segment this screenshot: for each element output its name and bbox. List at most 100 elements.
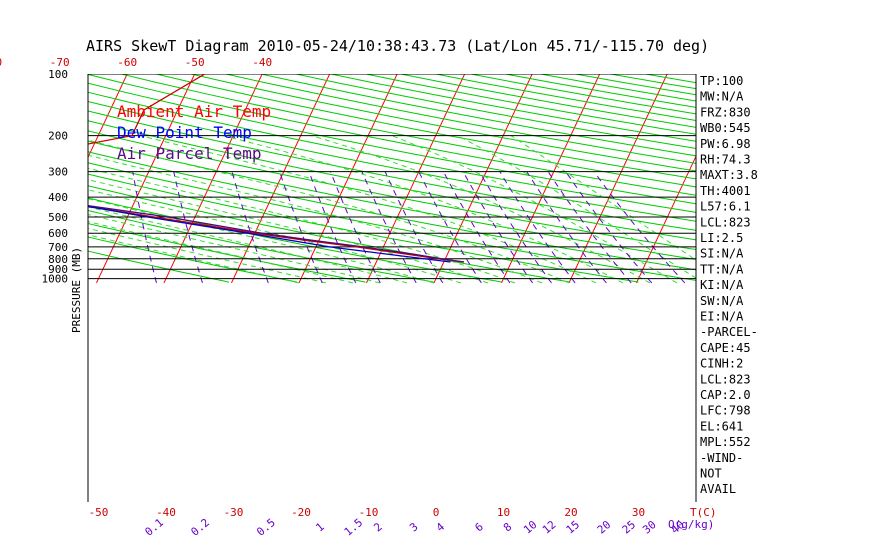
stability-item: SI:N/A <box>700 247 744 261</box>
pressure-tick-label: 300 <box>48 166 68 179</box>
dry-adiabat-line <box>88 130 696 251</box>
moist-adiabat-line <box>88 206 408 284</box>
mixing-ratio-line <box>593 171 686 284</box>
stability-item: PW:6.98 <box>700 137 751 151</box>
dry-adiabat-line <box>154 74 696 180</box>
moist-adiabat-line <box>88 213 381 284</box>
stability-item: EI:N/A <box>700 310 744 324</box>
moist-adiabat-line <box>88 221 354 284</box>
moist-adiabat-line <box>391 135 678 284</box>
stability-item: -WIND- <box>700 451 743 465</box>
stability-item: MAXT:3.8 <box>700 168 758 182</box>
stability-item: FRZ:830 <box>700 105 751 119</box>
bottom-temp-tick-label: 30 <box>632 506 645 519</box>
moist-adiabat-line <box>140 135 597 284</box>
moist-adiabat-line <box>88 167 516 284</box>
mixing-ratio-line <box>173 171 203 284</box>
stability-item: KI:N/A <box>700 278 744 292</box>
mixing-ratio-tick-label: 0.1 <box>142 516 166 539</box>
mixing-ratio-line <box>384 171 444 284</box>
series-line-air-parcel-temp <box>88 204 465 263</box>
moist-adiabat-line <box>88 227 327 284</box>
stability-item: EL:641 <box>700 419 743 433</box>
bottom-temp-tick-label: 0 <box>433 506 440 519</box>
stability-item: LCL:823 <box>700 372 751 386</box>
bottom-temp-tick-label: -10 <box>359 506 379 519</box>
mixing-ratio-tick-label: 1.5 <box>342 516 366 539</box>
mixing-ratio-tick-label: 15 <box>564 518 583 536</box>
bottom-temp-tick-label: -50 <box>89 506 109 519</box>
bottom-temp-tick-label: 20 <box>564 506 577 519</box>
stability-item: TT:N/A <box>700 262 744 276</box>
mixing-ratio-line <box>526 171 607 284</box>
dry-adiabat-line <box>188 74 696 172</box>
top-temp-tick-label: -40 <box>252 56 272 69</box>
mixing-ratio-line <box>231 171 269 284</box>
dry-adiabat-line <box>88 236 298 283</box>
dry-adiabat-line <box>88 151 696 271</box>
mixing-ratio-line <box>330 171 381 284</box>
series-line-dew-point-temp <box>88 205 451 263</box>
pressure-tick-label: 600 <box>48 227 68 240</box>
dry-adiabat-line <box>119 74 696 188</box>
moist-adiabat-line <box>88 154 543 284</box>
mixing-ratio-line <box>279 171 323 284</box>
stability-item: TH:4001 <box>700 184 751 198</box>
dry-adiabat-line <box>88 162 696 281</box>
moist-adiabat-line <box>222 135 624 284</box>
mixing-ratio-tick-label: 0.2 <box>188 516 212 539</box>
mixing-ratio-tick-label: 8 <box>501 520 514 534</box>
dry-adiabat-line <box>88 223 366 283</box>
moist-adiabat-line <box>457 135 696 279</box>
stability-item: TP:100 <box>700 74 743 88</box>
mixing-ratio-line <box>462 171 534 284</box>
mixing-ratio-tick-label: 0.5 <box>254 516 278 539</box>
stability-item: RH:74.3 <box>700 153 751 167</box>
mixing-ratio-tick-label: 12 <box>540 518 559 536</box>
x-axis-label: T(C) <box>690 506 717 519</box>
dry-adiabat-line <box>223 74 696 164</box>
top-temp-tick-label: -50 <box>185 56 205 69</box>
top-temp-tick-label: -70 <box>50 56 70 69</box>
mixing-ratio-tick-label: 20 <box>595 518 614 536</box>
series-line-ambient-air-temp <box>88 74 465 263</box>
mixing-ratio-line <box>361 171 417 284</box>
series-layer <box>88 74 465 263</box>
mixing-ratio-line <box>499 171 576 284</box>
stability-item: -PARCEL- <box>700 325 758 339</box>
pressure-tick-label: 500 <box>48 211 68 224</box>
legend-item: Air Parcel Temp <box>117 144 262 163</box>
dry-adiabat-line <box>88 120 696 241</box>
top-temp-tick-label: -80 <box>0 56 2 69</box>
mixing-ratio-tick-label: 10 <box>521 518 540 536</box>
stability-item: AVAIL <box>700 482 736 496</box>
pressure-tick-label: 100 <box>48 68 68 81</box>
mixing-ratio-tick-label: 4 <box>434 520 448 534</box>
stability-item: LFC:798 <box>700 404 751 418</box>
pressure-tick-label: 800 <box>48 253 68 266</box>
pressure-tick-label: 200 <box>48 130 68 143</box>
moist-adiabat-line <box>510 135 696 261</box>
stability-item: L57:6.1 <box>700 200 751 214</box>
stability-item: MPL:552 <box>700 435 751 449</box>
stability-item: CINH:2 <box>700 357 743 371</box>
pressure-tick-label: 900 <box>48 263 68 276</box>
bottom-temp-tick-label: 10 <box>497 506 510 519</box>
dry-adiabat-line <box>88 110 696 231</box>
stability-item: MW:N/A <box>700 90 744 104</box>
pressure-tick-label: 1000 <box>42 273 69 286</box>
mixing-ratio-line <box>418 171 482 284</box>
dry-adiabat-line <box>88 91 696 213</box>
mixing-ratio-tick-label: 2 <box>371 520 384 534</box>
mixing-ratio-line <box>547 171 632 284</box>
bottom-temp-tick-label: -40 <box>156 506 176 519</box>
pressure-tick-label: 400 <box>48 191 68 204</box>
mixing-ratio-line <box>132 171 157 284</box>
isotherm-line <box>88 74 128 159</box>
y-axis-label: PRESSURE (MB) <box>70 247 83 333</box>
top-temp-tick-label: -60 <box>117 56 137 69</box>
bottom-temp-tick-label: -30 <box>224 506 244 519</box>
tick-layer: 1002003004005006007008009001000-120-110-… <box>0 56 717 539</box>
mixing-ratio-tick-label: 1 <box>313 520 326 534</box>
